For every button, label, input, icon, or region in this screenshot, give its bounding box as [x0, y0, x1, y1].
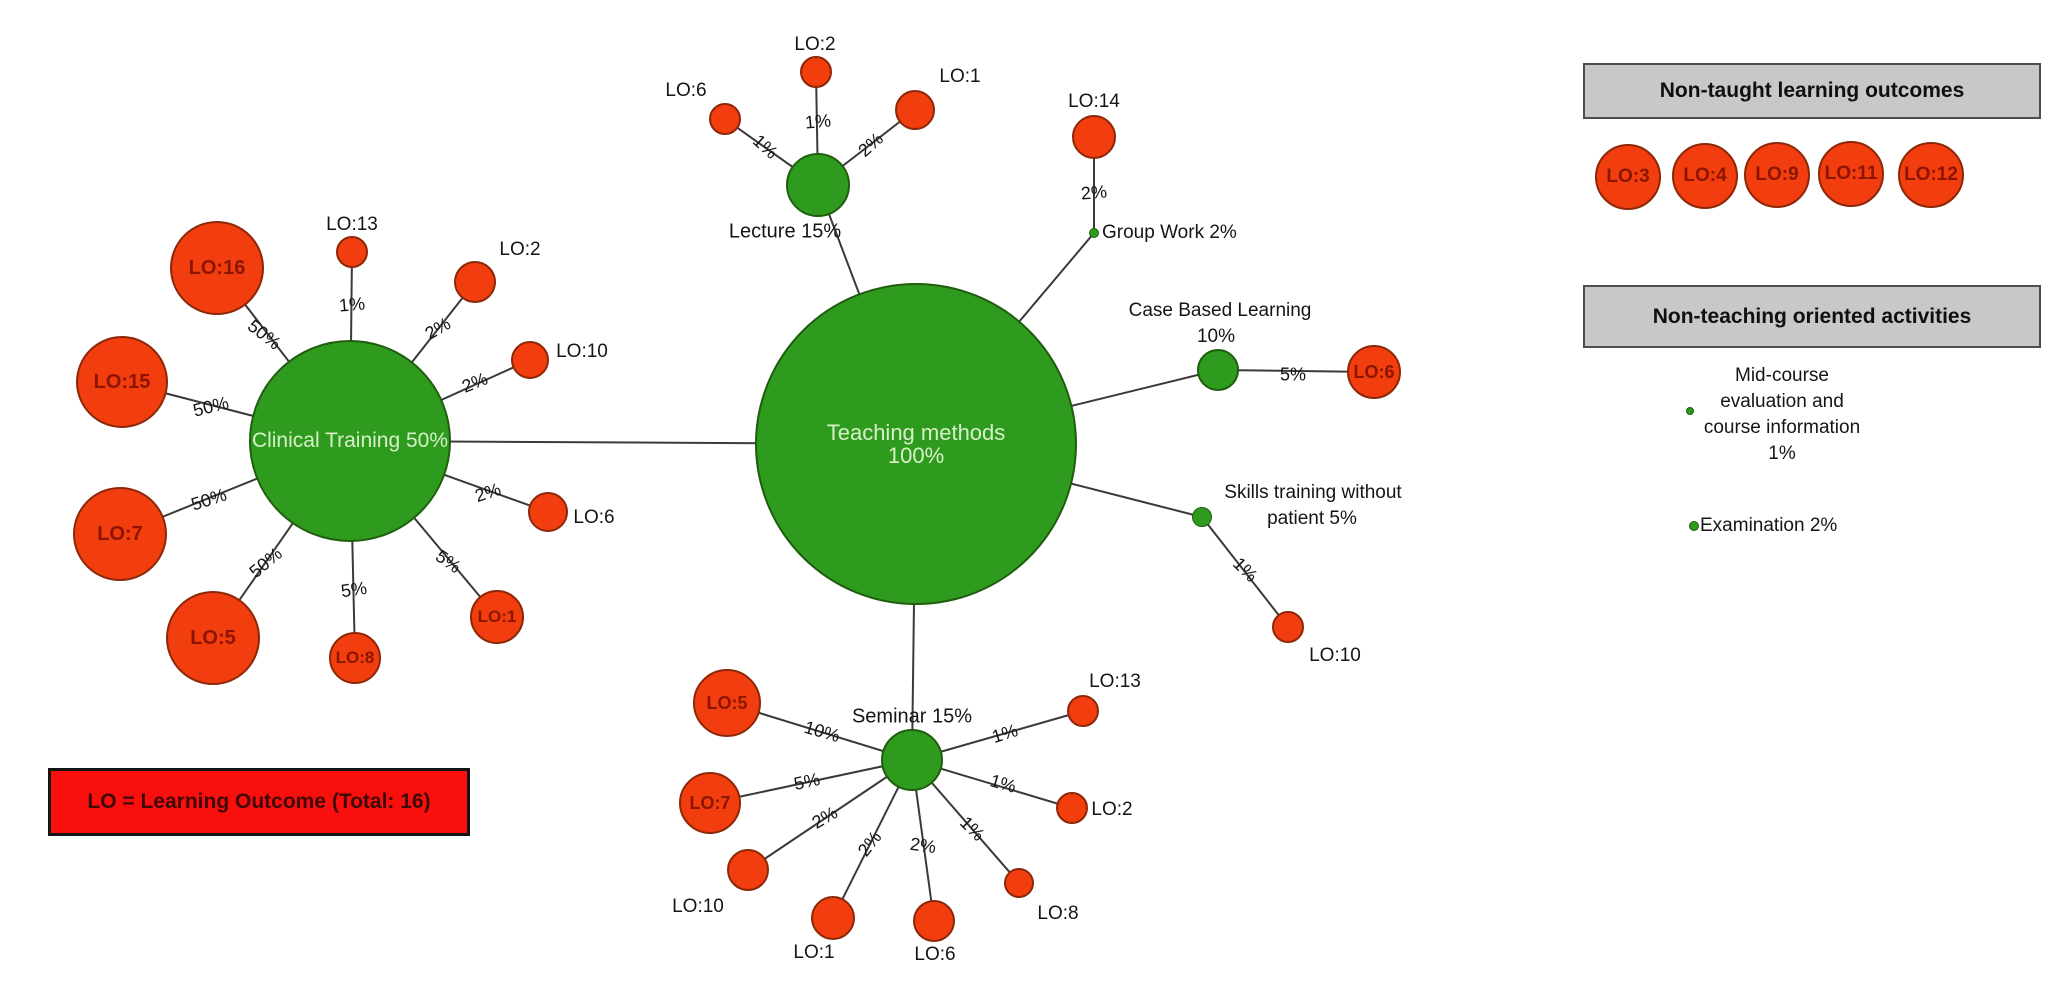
- label-skills-hub-line1: Skills training without: [1224, 482, 1402, 503]
- label-groupwork-lo14: LO:14: [1068, 91, 1120, 112]
- label-lecture-lo1: LO:1: [939, 66, 981, 87]
- legend-box: LO = Learning Outcome (Total: 16): [48, 768, 470, 836]
- node-clinical-lo5-label: LO:5: [190, 626, 236, 649]
- header-non-taught-title: Non-taught learning outcomes: [1659, 79, 1965, 102]
- node-clinical-lo15-label: LO:15: [93, 370, 151, 393]
- node-nontaught-lo11: LO:11: [1818, 141, 1884, 207]
- node-clinical-lo15: LO:15: [76, 336, 168, 428]
- pct-lecture-lo2: 1%: [804, 110, 832, 133]
- node-seminar-lo6: [913, 900, 955, 942]
- node-clinical-lo16: LO:16: [170, 221, 264, 315]
- node-clinical-lo2: [454, 261, 496, 303]
- hub-clinical-training: Clinical Training 50%: [249, 340, 451, 542]
- examination-label: Examination 2%: [1700, 515, 1838, 536]
- label-skills-lo10: LO:10: [1309, 645, 1361, 666]
- node-clinical-lo6: [528, 492, 568, 532]
- node-seminar-lo8: [1004, 868, 1034, 898]
- node-lecture-lo2: [800, 56, 832, 88]
- node-lecture-lo1: [895, 90, 935, 130]
- hub-clinical-label: Clinical Training 50%: [251, 428, 449, 452]
- node-clinical-lo10: [511, 341, 549, 379]
- pct-cbl-lo6: 5%: [1279, 364, 1307, 385]
- label-clinical-lo2: LO:2: [499, 239, 541, 260]
- node-seminar-lo1: [811, 896, 855, 940]
- label-clinical-lo13: LO:13: [326, 214, 378, 235]
- header-non-taught: Non-taught learning outcomes: [1583, 63, 2041, 119]
- midcourse-line4: 1%: [1768, 443, 1796, 464]
- label-seminar-lo10: LO:10: [672, 896, 724, 917]
- label-seminar-lo13: LO:13: [1089, 671, 1141, 692]
- node-skills-lo10: [1272, 611, 1304, 643]
- node-nontaught-lo3-label: LO:3: [1606, 166, 1650, 188]
- label-clinical-lo10: LO:10: [556, 341, 608, 362]
- hub-skills-training-dot: [1192, 507, 1212, 527]
- node-seminar-lo10: [727, 849, 769, 891]
- midcourse-line1: Mid-course: [1735, 365, 1829, 386]
- hub-seminar: [881, 729, 943, 791]
- hub-teaching-methods: Teaching methods 100%: [755, 283, 1077, 605]
- node-seminar-lo5-label: LO:5: [706, 692, 748, 713]
- midcourse-dot: [1686, 407, 1694, 415]
- edge-seminar-lo7: [709, 759, 913, 804]
- midcourse-evaluation-label: Mid-course evaluation and course informa…: [1682, 363, 1882, 467]
- node-clinical-lo8: LO:8: [329, 632, 381, 684]
- node-nontaught-lo3: LO:3: [1595, 144, 1661, 210]
- label-seminar-lo8: LO:8: [1037, 903, 1079, 924]
- node-clinical-lo1-label: LO:1: [477, 607, 517, 627]
- node-nontaught-lo11-label: LO:11: [1824, 163, 1878, 185]
- label-skills-hub-line2: patient 5%: [1267, 508, 1357, 529]
- edge-seminar-lo10: [747, 759, 913, 871]
- label-seminar-hub: Seminar 15%: [851, 705, 973, 728]
- node-clinical-lo8-label: LO:8: [335, 648, 375, 668]
- header-non-teaching: Non-teaching oriented activities: [1583, 285, 2041, 348]
- node-groupwork-lo14: [1072, 115, 1116, 159]
- edge-skills-lo10: [1201, 516, 1289, 628]
- node-clinical-lo13: [336, 236, 368, 268]
- pct-seminar-lo6: 2%: [908, 833, 938, 858]
- pct-clinical-lo8: 5%: [339, 577, 369, 602]
- label-seminar-lo1: LO:1: [793, 942, 835, 963]
- label-lecture-lo2: LO:2: [794, 34, 836, 55]
- label-cbl-hub-line2: 10%: [1196, 326, 1236, 347]
- node-seminar-lo5: LO:5: [693, 669, 761, 737]
- hub-teaching-label-line2: 100%: [887, 443, 945, 468]
- label-lecture-hub: Lecture 15%: [728, 220, 842, 243]
- hub-teaching-label-line1: Teaching methods: [826, 419, 1006, 445]
- label-groupwork-hub: Group Work 2%: [1102, 222, 1237, 243]
- node-seminar-lo7-label: LO:7: [689, 792, 731, 813]
- node-cbl-lo6-label: LO:6: [1353, 361, 1395, 382]
- node-seminar-lo13: [1067, 695, 1099, 727]
- midcourse-line3: course information: [1703, 417, 1861, 438]
- node-nontaught-lo4: LO:4: [1672, 143, 1738, 209]
- node-clinical-lo7-label: LO:7: [97, 522, 143, 545]
- node-seminar-lo2: [1056, 792, 1088, 824]
- node-nontaught-lo9-label: LO:9: [1755, 164, 1799, 186]
- midcourse-line2: evaluation and: [1720, 391, 1844, 412]
- hub-lecture: [786, 153, 850, 217]
- examination-dot: [1689, 521, 1699, 531]
- node-clinical-lo7: LO:7: [73, 487, 167, 581]
- node-clinical-lo1: LO:1: [470, 590, 524, 644]
- node-nontaught-lo12-label: LO:12: [1904, 164, 1958, 186]
- label-lecture-lo6: LO:6: [665, 80, 707, 101]
- node-lecture-lo6: [709, 103, 741, 135]
- header-non-teaching-title: Non-teaching oriented activities: [1652, 304, 1972, 328]
- label-cbl-hub-line1: Case Based Learning: [1128, 300, 1312, 321]
- legend-text: LO = Learning Outcome (Total: 16): [87, 790, 431, 813]
- label-seminar-lo2: LO:2: [1091, 799, 1133, 820]
- hub-case-based-learning: [1197, 349, 1239, 391]
- hub-group-work-dot: [1089, 228, 1099, 238]
- node-clinical-lo16-label: LO:16: [188, 256, 246, 279]
- node-nontaught-lo9: LO:9: [1744, 142, 1810, 208]
- label-seminar-lo6: LO:6: [914, 944, 956, 965]
- node-seminar-lo7: LO:7: [679, 772, 741, 834]
- node-nontaught-lo12: LO:12: [1898, 142, 1964, 208]
- node-cbl-lo6: LO:6: [1347, 345, 1401, 399]
- label-clinical-lo6: LO:6: [573, 507, 615, 528]
- node-nontaught-lo4-label: LO:4: [1683, 165, 1727, 187]
- pct-clinical-lo13: 1%: [338, 293, 366, 316]
- node-clinical-lo5: LO:5: [166, 591, 260, 685]
- pct-groupwork-lo14: 2%: [1080, 181, 1108, 204]
